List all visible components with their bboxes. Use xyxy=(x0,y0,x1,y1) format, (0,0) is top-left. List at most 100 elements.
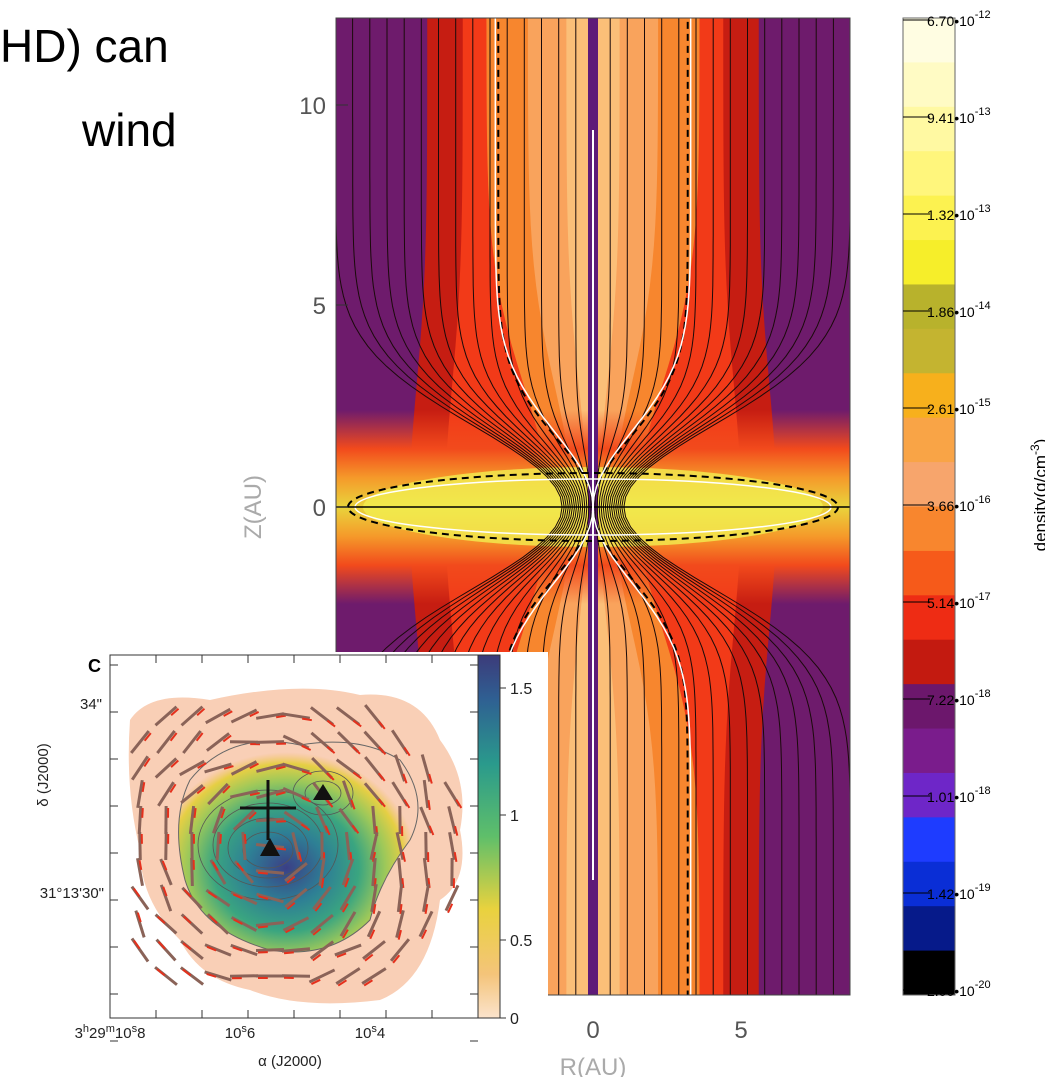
tick-exponent: -13 xyxy=(975,203,991,215)
field-vector xyxy=(335,967,361,985)
colorbar-band xyxy=(903,817,955,863)
panel-label: C xyxy=(88,656,101,676)
field-vector-red xyxy=(169,783,177,794)
colorbar-band xyxy=(903,462,955,507)
field-vector-red xyxy=(342,903,349,913)
field-vector xyxy=(342,780,354,808)
field-vector xyxy=(418,910,434,938)
colorbar-tick-label: 2.00•10-20 xyxy=(927,979,991,999)
field-vector-red xyxy=(182,942,192,951)
field-vector xyxy=(205,732,231,752)
tick-base: 3.66•10 xyxy=(927,498,975,514)
colorbar-tick-label: 6.70•10-12 xyxy=(927,9,991,29)
colorbar-band xyxy=(903,195,955,241)
field-vector-red xyxy=(275,791,286,796)
x-axis-label: α (J2000) xyxy=(258,1053,322,1070)
tick-base: 1.32•10 xyxy=(927,207,975,223)
field-vector-red xyxy=(428,773,433,784)
y-axis-label: Z(AU) xyxy=(240,475,267,539)
tick-part: 6 xyxy=(247,1025,255,1042)
field-vector-red xyxy=(286,875,296,884)
field-vector xyxy=(281,947,311,953)
x-tick-label: 10s6 xyxy=(225,1023,256,1042)
field-vector-red xyxy=(403,746,411,757)
source-marker xyxy=(260,838,280,856)
tick-exponent: -16 xyxy=(975,494,991,506)
tick-part: 10 xyxy=(355,1025,372,1042)
field-vector-red xyxy=(156,968,166,977)
field-vector xyxy=(310,913,334,935)
field-vector-red xyxy=(298,851,303,862)
field-vector-red xyxy=(283,951,294,955)
field-vector-red xyxy=(243,833,247,844)
tick-exponent: -18 xyxy=(975,688,991,700)
colorbar-band xyxy=(903,328,955,374)
field-vector-red xyxy=(257,871,268,875)
colorbar-tick-label: 0 xyxy=(510,1011,519,1028)
field-vector xyxy=(284,862,308,882)
tick-base: 1.86•10 xyxy=(927,304,975,320)
tick-base: 9.41•10 xyxy=(927,110,975,126)
field-vector-red xyxy=(352,719,362,728)
tick-exponent: -14 xyxy=(975,300,991,312)
tick-part: 4 xyxy=(377,1025,385,1042)
tick-base: 2.00•10 xyxy=(927,983,975,999)
field-vector-red xyxy=(424,903,429,914)
y-tick-label: 10 xyxy=(299,93,326,120)
field-vector-red xyxy=(276,820,287,823)
field-vector-red xyxy=(162,886,168,897)
colorbar-band xyxy=(903,284,955,330)
field-vector-red xyxy=(285,926,295,934)
field-vector xyxy=(370,883,378,913)
field-vector xyxy=(232,809,256,831)
field-vector xyxy=(362,940,386,960)
field-vector xyxy=(182,730,202,754)
field-vector-red xyxy=(352,771,362,780)
field-vector xyxy=(447,806,457,834)
field-vector xyxy=(361,967,387,985)
field-vector xyxy=(344,831,352,861)
field-vector-red xyxy=(206,945,217,952)
field-vector-red xyxy=(377,772,386,782)
colorbar-band xyxy=(903,950,955,996)
colorbar-band xyxy=(903,106,955,152)
field-vector-red xyxy=(352,746,361,755)
field-vector-red xyxy=(369,929,376,940)
field-vector-red xyxy=(133,888,141,898)
field-vector-red xyxy=(170,708,180,716)
field-vector-red xyxy=(219,833,222,844)
field-vector-red xyxy=(301,796,312,803)
field-vector xyxy=(255,817,285,823)
field-vector xyxy=(397,857,403,887)
field-vector xyxy=(339,885,357,911)
colorbar-band xyxy=(903,772,955,818)
field-vector-red xyxy=(222,785,231,794)
field-vector-red xyxy=(351,824,360,834)
field-vector xyxy=(256,892,284,904)
field-vector xyxy=(211,806,225,834)
field-vector-red xyxy=(372,903,377,914)
colorbar-band xyxy=(903,240,955,285)
field-vector-red xyxy=(222,734,232,743)
field-vector-red xyxy=(207,891,218,899)
field-vector xyxy=(366,910,382,938)
field-vector-red xyxy=(223,710,233,717)
field-vector xyxy=(256,788,284,800)
colorbar-band xyxy=(903,506,955,552)
field-vector-red xyxy=(248,811,257,820)
field-vector-red xyxy=(350,799,356,810)
tick-base: 7.22•10 xyxy=(927,692,975,708)
colorbar-tick-label: 7.22•10-18 xyxy=(927,688,991,708)
field-vector xyxy=(334,943,362,957)
tick-exponent: -20 xyxy=(975,979,991,991)
field-vector xyxy=(341,858,355,886)
colorbar-band xyxy=(903,861,955,907)
field-vector xyxy=(282,787,310,801)
field-vector xyxy=(255,921,285,927)
tick-exponent: -12 xyxy=(975,9,991,21)
field-vector xyxy=(282,762,310,774)
field-vector-red xyxy=(209,915,218,924)
field-vector xyxy=(204,970,232,982)
colorbar-tick-label: 0.5 xyxy=(510,933,532,950)
